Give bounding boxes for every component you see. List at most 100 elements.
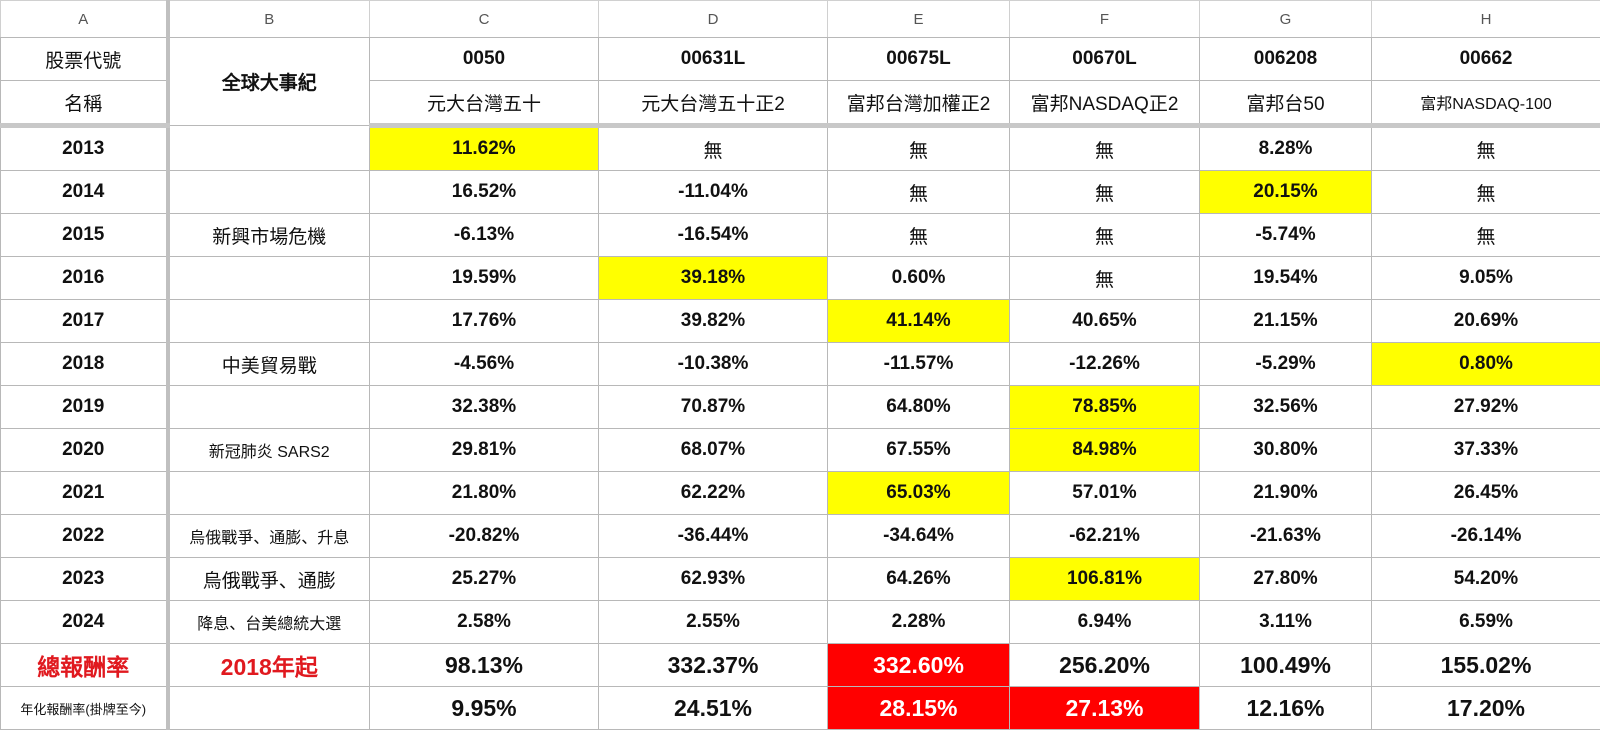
return-cell[interactable]: 37.33% (1371, 428, 1600, 472)
return-cell[interactable]: -16.54% (598, 213, 828, 257)
year-cell[interactable]: 2014 (0, 170, 170, 214)
name-cell[interactable]: 富邦NASDAQ-100 (1371, 80, 1600, 128)
year-cell[interactable]: 2015 (0, 213, 170, 257)
total-return-cell[interactable]: 98.13% (369, 643, 599, 687)
return-cell[interactable]: 8.28% (1199, 125, 1372, 171)
name-cell[interactable]: 富邦台50 (1199, 80, 1372, 128)
return-cell[interactable]: 無 (1009, 213, 1200, 257)
return-cell[interactable]: 19.54% (1199, 256, 1372, 300)
year-cell[interactable]: 2021 (0, 471, 170, 515)
year-cell[interactable]: 2018 (0, 342, 170, 386)
event-cell[interactable]: 中美貿易戰 (167, 342, 370, 386)
name-cell[interactable]: 富邦NASDAQ正2 (1009, 80, 1200, 128)
return-cell[interactable]: -26.14% (1371, 514, 1600, 558)
return-cell[interactable]: -4.56% (369, 342, 599, 386)
event-cell[interactable]: 新興市場危機 (167, 213, 370, 257)
event-cell[interactable] (167, 125, 370, 171)
event-cell[interactable] (167, 471, 370, 515)
year-cell[interactable]: 2017 (0, 299, 170, 343)
name-cell[interactable]: 富邦台灣加權正2 (827, 80, 1010, 128)
column-header-e[interactable]: E (827, 0, 1010, 38)
return-cell[interactable]: 2.28% (827, 600, 1010, 644)
return-cell[interactable]: 無 (827, 125, 1010, 171)
return-cell[interactable]: 64.80% (827, 385, 1010, 429)
event-cell[interactable] (167, 385, 370, 429)
column-header-g[interactable]: G (1199, 0, 1372, 38)
return-cell[interactable]: 無 (598, 125, 828, 171)
return-cell[interactable]: 6.59% (1371, 600, 1600, 644)
year-cell[interactable]: 2020 (0, 428, 170, 472)
column-header-f[interactable]: F (1009, 0, 1200, 38)
return-cell[interactable]: 27.92% (1371, 385, 1600, 429)
return-cell[interactable]: 2.55% (598, 600, 828, 644)
return-cell[interactable]: 3.11% (1199, 600, 1372, 644)
return-cell[interactable]: 無 (1371, 125, 1600, 171)
annualized-return-cell[interactable]: 12.16% (1199, 686, 1372, 730)
column-header-b[interactable]: B (167, 0, 370, 38)
code-cell[interactable]: 0050 (369, 37, 599, 81)
return-cell[interactable]: -12.26% (1009, 342, 1200, 386)
return-cell[interactable]: 62.22% (598, 471, 828, 515)
code-cell[interactable]: 00675L (827, 37, 1010, 81)
annualized-return-label[interactable]: 年化報酬率(掛牌至今) (0, 686, 170, 730)
return-cell[interactable]: 54.20% (1371, 557, 1600, 601)
return-cell[interactable]: 21.15% (1199, 299, 1372, 343)
annualized-return-cell[interactable]: 28.15% (827, 686, 1010, 730)
return-cell[interactable]: 26.45% (1371, 471, 1600, 515)
name-cell[interactable]: 元大台灣五十正2 (598, 80, 828, 128)
return-cell[interactable]: 32.56% (1199, 385, 1372, 429)
return-cell[interactable]: 21.90% (1199, 471, 1372, 515)
return-cell[interactable]: 無 (1009, 125, 1200, 171)
annualized-return-cell[interactable]: 9.95% (369, 686, 599, 730)
total-return-cell[interactable]: 155.02% (1371, 643, 1600, 687)
return-cell[interactable]: 39.18% (598, 256, 828, 300)
year-cell[interactable]: 2022 (0, 514, 170, 558)
return-cell[interactable]: 無 (1009, 170, 1200, 214)
return-cell[interactable]: 17.76% (369, 299, 599, 343)
return-cell[interactable]: 41.14% (827, 299, 1010, 343)
code-cell[interactable]: 006208 (1199, 37, 1372, 81)
return-cell[interactable]: 0.60% (827, 256, 1010, 300)
total-return-cell[interactable]: 256.20% (1009, 643, 1200, 687)
year-cell[interactable]: 2013 (0, 125, 170, 171)
return-cell[interactable]: 2.58% (369, 600, 599, 644)
return-cell[interactable]: -21.63% (1199, 514, 1372, 558)
return-cell[interactable]: 21.80% (369, 471, 599, 515)
code-cell[interactable]: 00662 (1371, 37, 1600, 81)
year-cell[interactable]: 2023 (0, 557, 170, 601)
return-cell[interactable]: 20.69% (1371, 299, 1600, 343)
return-cell[interactable]: -5.74% (1199, 213, 1372, 257)
return-cell[interactable]: 40.65% (1009, 299, 1200, 343)
total-return-cell[interactable]: 332.60% (827, 643, 1010, 687)
annualized-return-note[interactable] (167, 686, 370, 730)
return-cell[interactable]: 78.85% (1009, 385, 1200, 429)
return-cell[interactable]: 57.01% (1009, 471, 1200, 515)
event-cell[interactable] (167, 256, 370, 300)
return-cell[interactable]: 29.81% (369, 428, 599, 472)
return-cell[interactable]: -6.13% (369, 213, 599, 257)
return-cell[interactable]: 無 (827, 213, 1010, 257)
total-return-label[interactable]: 總報酬率 (0, 643, 170, 687)
return-cell[interactable]: 84.98% (1009, 428, 1200, 472)
column-header-h[interactable]: H (1371, 0, 1600, 38)
year-cell[interactable]: 2019 (0, 385, 170, 429)
return-cell[interactable]: 62.93% (598, 557, 828, 601)
return-cell[interactable]: 無 (1371, 170, 1600, 214)
column-header-a[interactable]: A (0, 0, 170, 38)
event-cell[interactable]: 烏俄戰爭、通膨、升息 (167, 514, 370, 558)
annualized-return-cell[interactable]: 27.13% (1009, 686, 1200, 730)
return-cell[interactable]: 64.26% (827, 557, 1010, 601)
event-cell[interactable] (167, 299, 370, 343)
column-header-d[interactable]: D (598, 0, 828, 38)
total-return-cell[interactable]: 332.37% (598, 643, 828, 687)
event-cell[interactable] (167, 170, 370, 214)
return-cell[interactable]: -62.21% (1009, 514, 1200, 558)
return-cell[interactable]: 無 (827, 170, 1010, 214)
return-cell[interactable]: 11.62% (369, 125, 599, 171)
return-cell[interactable]: 16.52% (369, 170, 599, 214)
event-cell[interactable]: 降息、台美總統大選 (167, 600, 370, 644)
annualized-return-cell[interactable]: 24.51% (598, 686, 828, 730)
return-cell[interactable]: 25.27% (369, 557, 599, 601)
return-cell[interactable]: 20.15% (1199, 170, 1372, 214)
return-cell[interactable]: 19.59% (369, 256, 599, 300)
